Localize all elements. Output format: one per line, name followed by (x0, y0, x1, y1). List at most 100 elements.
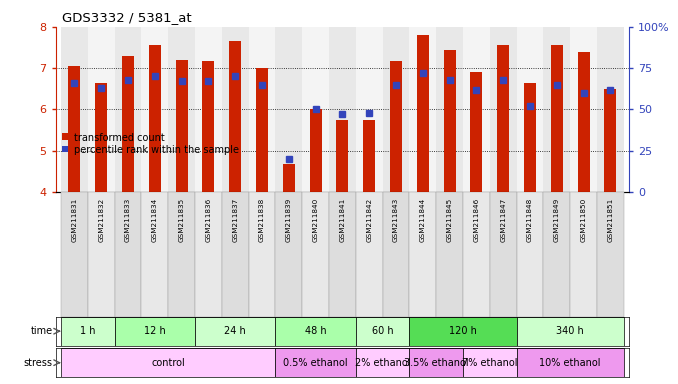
Bar (490, 27, 517, 192)
Text: GSM211837: GSM211837 (232, 198, 238, 242)
Text: 120 h: 120 h (449, 326, 477, 336)
Bar (249, 192, 275, 317)
Bar (417, 35, 428, 192)
Bar (436, 192, 463, 317)
Text: 12 h: 12 h (144, 326, 165, 336)
Text: 340 h: 340 h (557, 326, 584, 336)
Bar (61, 348, 275, 377)
Bar (329, 27, 356, 192)
Bar (195, 27, 222, 192)
Bar (87, 27, 115, 192)
Text: GSM211846: GSM211846 (473, 198, 479, 242)
Text: stress: stress (24, 358, 53, 368)
Bar (115, 27, 142, 192)
Bar (275, 317, 356, 346)
Text: GSM211834: GSM211834 (152, 198, 158, 242)
Bar (115, 192, 142, 317)
Bar (195, 192, 222, 317)
Bar (249, 27, 275, 192)
Bar (517, 317, 624, 346)
Bar (176, 60, 188, 192)
Bar (471, 72, 483, 192)
Bar (195, 317, 275, 346)
Bar (410, 192, 436, 317)
Bar (310, 109, 321, 192)
Bar (222, 27, 249, 192)
Bar (356, 348, 410, 377)
Text: 2% ethanol: 2% ethanol (355, 358, 410, 368)
Bar (410, 317, 517, 346)
Bar (497, 45, 509, 192)
Text: 60 h: 60 h (372, 326, 393, 336)
Text: GSM211844: GSM211844 (420, 198, 426, 242)
Text: GSM211849: GSM211849 (554, 198, 560, 242)
Text: GSM211832: GSM211832 (98, 198, 104, 242)
Bar (410, 348, 463, 377)
Bar (61, 192, 87, 317)
Bar (490, 192, 517, 317)
Bar (363, 120, 375, 192)
Text: transformed count: transformed count (74, 133, 165, 143)
Text: percentile rank within the sample: percentile rank within the sample (74, 145, 239, 155)
Text: GSM211836: GSM211836 (205, 198, 212, 242)
Bar (551, 45, 563, 192)
Text: GSM211842: GSM211842 (366, 198, 372, 242)
Bar (256, 68, 268, 192)
Bar (148, 45, 161, 192)
Bar (283, 164, 295, 192)
Bar (68, 66, 81, 192)
Text: GSM211848: GSM211848 (527, 198, 533, 242)
Bar (142, 192, 168, 317)
Bar (302, 192, 329, 317)
Bar (336, 120, 348, 192)
Bar (436, 27, 463, 192)
Bar (115, 317, 195, 346)
Bar (443, 50, 456, 192)
Bar (222, 192, 249, 317)
Text: GSM211840: GSM211840 (313, 198, 319, 242)
Bar (517, 27, 543, 192)
Bar (597, 192, 624, 317)
Bar (570, 27, 597, 192)
Bar (95, 83, 107, 192)
Bar (410, 27, 436, 192)
Bar (356, 317, 410, 346)
Bar (578, 51, 590, 192)
Text: GDS3332 / 5381_at: GDS3332 / 5381_at (62, 12, 192, 25)
Bar (570, 192, 597, 317)
Text: control: control (151, 358, 185, 368)
Bar (543, 192, 570, 317)
Bar (597, 27, 624, 192)
Bar (302, 27, 329, 192)
Text: GSM211847: GSM211847 (500, 198, 506, 242)
Bar (202, 61, 214, 192)
Bar (604, 89, 616, 192)
Text: 48 h: 48 h (305, 326, 326, 336)
Bar (463, 348, 517, 377)
Bar (356, 27, 382, 192)
Bar (168, 192, 195, 317)
Bar (142, 27, 168, 192)
Bar (275, 27, 302, 192)
Text: GSM211843: GSM211843 (393, 198, 399, 242)
Bar (382, 192, 410, 317)
Bar (61, 317, 115, 346)
Text: time: time (31, 326, 53, 336)
Text: GSM211850: GSM211850 (580, 198, 586, 242)
Text: GSM211835: GSM211835 (178, 198, 184, 242)
Bar (87, 192, 115, 317)
Text: 7% ethanol: 7% ethanol (462, 358, 517, 368)
Text: GSM211831: GSM211831 (71, 198, 77, 242)
Bar (122, 56, 134, 192)
Bar (356, 192, 382, 317)
Bar (275, 192, 302, 317)
Bar (275, 348, 356, 377)
Bar (382, 27, 410, 192)
Bar (463, 192, 490, 317)
Bar (517, 192, 543, 317)
Bar (463, 27, 490, 192)
Text: GSM211839: GSM211839 (286, 198, 292, 242)
Text: 1 h: 1 h (80, 326, 96, 336)
Text: GSM211845: GSM211845 (447, 198, 453, 242)
Text: 3.5% ethanol: 3.5% ethanol (404, 358, 468, 368)
